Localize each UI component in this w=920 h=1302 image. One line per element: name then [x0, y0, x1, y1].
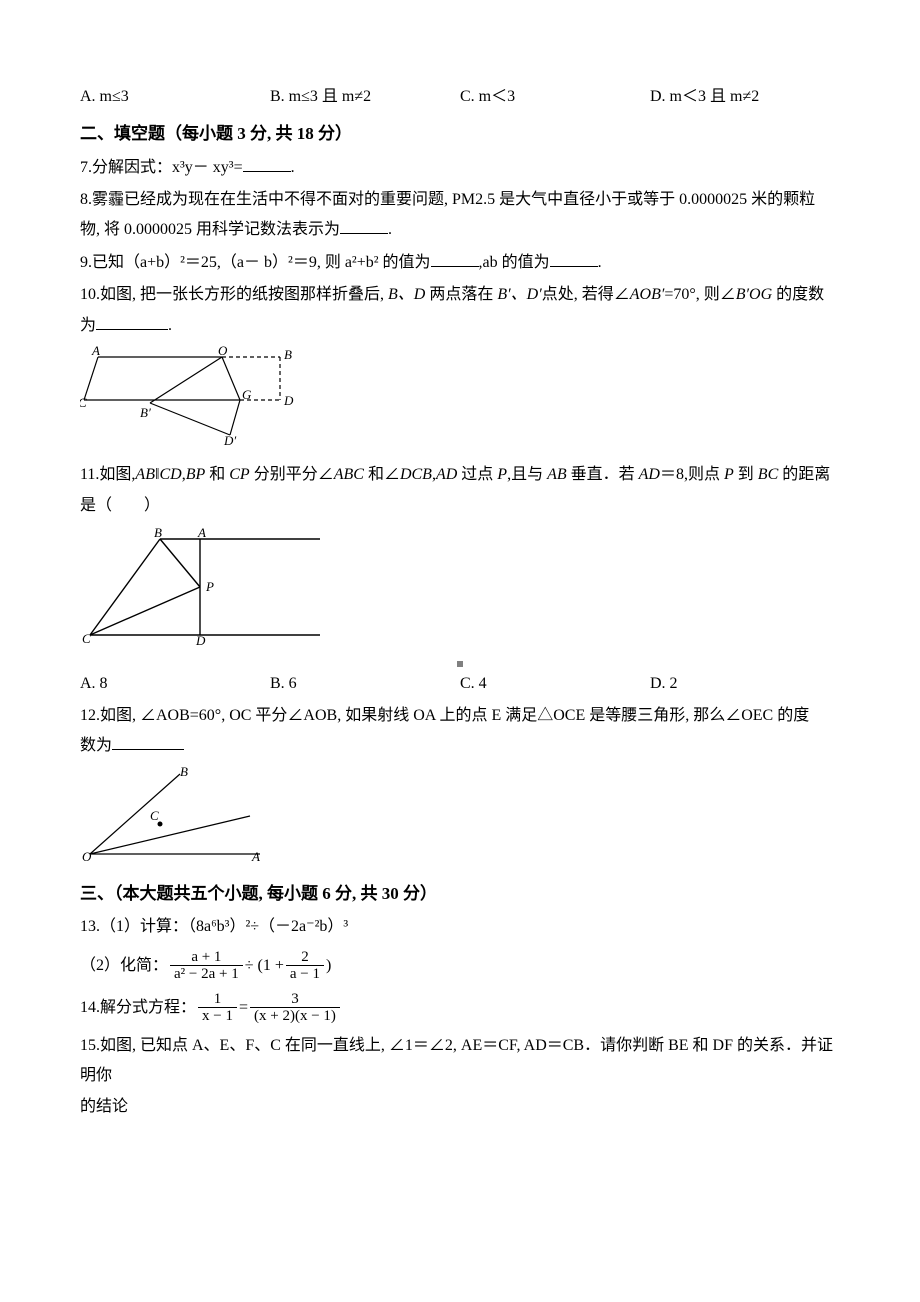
question-7: 7.分解因式：x³y－ xy³=.: [80, 153, 840, 183]
q11-option-d: D. 2: [650, 669, 840, 699]
fig10-label-c: C: [80, 395, 87, 410]
section-3-title: 三、（本大题共五个小题, 每小题 6 分, 共 30 分）: [80, 878, 840, 910]
q9-blank-1: [431, 250, 479, 267]
section-2-title: 二、填空题（每小题 3 分, 共 18 分）: [80, 118, 840, 150]
q14-frac2: 3 (x + 2)(x − 1): [250, 991, 340, 1025]
q13-frac2: 2 a − 1: [286, 949, 324, 983]
q10-bpdp: B′、D′: [497, 286, 541, 303]
q14-frac1: 1 x − 1: [198, 991, 237, 1025]
q15-line2: 的结论: [80, 1092, 840, 1122]
question-15: 15.如图, 已知点 A、E、F、C 在同一直线上, ∠1＝∠2, AE＝CF,…: [80, 1031, 840, 1122]
q13-close: ): [326, 951, 331, 981]
q8-line1: 8.雾霾已经成为现在在生活中不得不面对的重要问题, PM2.5 是大气中直径小于…: [80, 185, 840, 215]
fig11-label-a: A: [197, 525, 206, 540]
q14-eq: =: [239, 993, 248, 1023]
figure-q10-svg: A B C D O G B′ D′: [80, 345, 300, 445]
question-9: 9.已知（a+b）²＝25,（a－ b）²＝9, 则 a²+b² 的值为 ,ab …: [80, 248, 840, 278]
q10-m1: 两点落在: [425, 286, 497, 303]
fig10-label-a: A: [91, 345, 100, 358]
fig10-label-b: B: [284, 347, 292, 362]
q11-options: A. 8 B. 6 C. 4 D. 2: [80, 669, 840, 699]
q6-option-d: D. m＜3 且 m≠2: [650, 82, 840, 112]
q13-frac1: a + 1 a² − 2a + 1: [170, 949, 243, 983]
q11-line2: 是（ ）: [80, 491, 840, 521]
fig11-label-d: D: [195, 633, 206, 645]
q13-div: ÷ (1 +: [245, 951, 284, 981]
q8-line2-prefix: 物, 将 0.0000025 用科学记数法表示为: [80, 221, 340, 238]
q9-suffix: .: [598, 254, 602, 271]
figure-q10: A B C D O G B′ D′: [80, 345, 840, 456]
q10-m3: =70°, 则∠: [664, 286, 735, 303]
q8-line2-suffix: .: [388, 221, 392, 238]
fig10-label-d: D: [283, 393, 294, 408]
q11-option-b: B. 6: [270, 669, 460, 699]
q9-blank-2: [550, 250, 598, 267]
q11-mid-row: [80, 661, 840, 667]
q10-blank: [96, 313, 168, 330]
fig11-label-b: B: [154, 525, 162, 540]
fig10-label-g: G: [242, 387, 252, 402]
q6-option-a: A. m≤3: [80, 82, 270, 112]
question-14: 14.解分式方程： 1 x − 1 = 3 (x + 2)(x − 1): [80, 991, 840, 1025]
fig11-label-p: P: [205, 579, 214, 594]
q9-mid: ,ab 的值为: [479, 254, 550, 271]
q7-suffix: .: [291, 159, 295, 176]
q11-option-a: A. 8: [80, 669, 270, 699]
q10-l2-suf: .: [168, 317, 172, 334]
q11-pre: 11.如图,: [80, 466, 135, 483]
figure-q11-svg: B A P C D: [80, 525, 330, 645]
q10-m2: 点处, 若得∠: [542, 286, 630, 303]
q10-m4: 的度数: [772, 286, 824, 303]
q12-blank: [112, 733, 184, 750]
q7-prefix: 7.分解因式：x³y－ xy³=: [80, 159, 243, 176]
center-marker-icon: [457, 661, 463, 667]
question-13: 13.（1）计算：（8a⁶b³）²÷（－2a⁻²b）³ （2）化简： a + 1…: [80, 912, 840, 982]
fig12-label-c: C: [150, 808, 159, 823]
q10-bd: B、D: [388, 286, 425, 303]
q7-blank: [243, 155, 291, 172]
figure-q11: B A P C D: [80, 525, 840, 656]
q10-pre: 10.如图, 把一张长方形的纸按图那样折叠后,: [80, 286, 388, 303]
fig10-label-dp: D′: [223, 433, 236, 445]
q6-option-b: B. m≤3 且 m≠2: [270, 82, 460, 112]
q6-options: A. m≤3 B. m≤3 且 m≠2 C. m＜3 D. m＜3 且 m≠2: [80, 82, 840, 112]
q9-prefix: 9.已知（a+b）²＝25,（a－ b）²＝9, 则 a²+b² 的值为: [80, 254, 431, 271]
question-11: 11.如图,AB‖CD,BP 和 CP 分别平分∠ABC 和∠DCB,AD 过点…: [80, 460, 840, 521]
question-8: 8.雾霾已经成为现在在生活中不得不面对的重要问题, PM2.5 是大气中直径小于…: [80, 185, 840, 246]
q11-option-c: C. 4: [460, 669, 650, 699]
q8-blank: [340, 217, 388, 234]
q12-line1: 12.如图, ∠AOB=60°, OC 平分∠AOB, 如果射线 OA 上的点 …: [80, 701, 840, 731]
q10-aob: AOB′: [630, 286, 665, 303]
q6-option-c: C. m＜3: [460, 82, 650, 112]
fig10-label-o: O: [218, 345, 228, 358]
q14-label: 14.解分式方程：: [80, 993, 196, 1023]
q10-bog: B′OG: [736, 286, 772, 303]
figure-q12: O A B C: [80, 766, 840, 872]
q13-part1: 13.（1）计算：（8a⁶b³）²÷（－2a⁻²b）³: [80, 912, 840, 942]
fig12-label-o: O: [82, 849, 92, 861]
fig12-label-a: A: [251, 849, 260, 861]
question-12: 12.如图, ∠AOB=60°, OC 平分∠AOB, 如果射线 OA 上的点 …: [80, 701, 840, 762]
fig12-label-b: B: [180, 766, 188, 779]
fig10-label-bp: B′: [140, 405, 151, 420]
question-10: 10.如图, 把一张长方形的纸按图那样折叠后, B、D 两点落在 B′、D′点处…: [80, 280, 840, 341]
q10-l2-pre: 为: [80, 317, 96, 334]
q15-line1: 15.如图, 已知点 A、E、F、C 在同一直线上, ∠1＝∠2, AE＝CF,…: [80, 1031, 840, 1092]
figure-q12-svg: O A B C: [80, 766, 270, 861]
q11-abcd: AB‖CD: [135, 466, 181, 483]
q12-line2-prefix: 数为: [80, 737, 112, 754]
fig11-label-c: C: [82, 631, 91, 645]
q13-part2-label: （2）化简：: [80, 951, 168, 981]
